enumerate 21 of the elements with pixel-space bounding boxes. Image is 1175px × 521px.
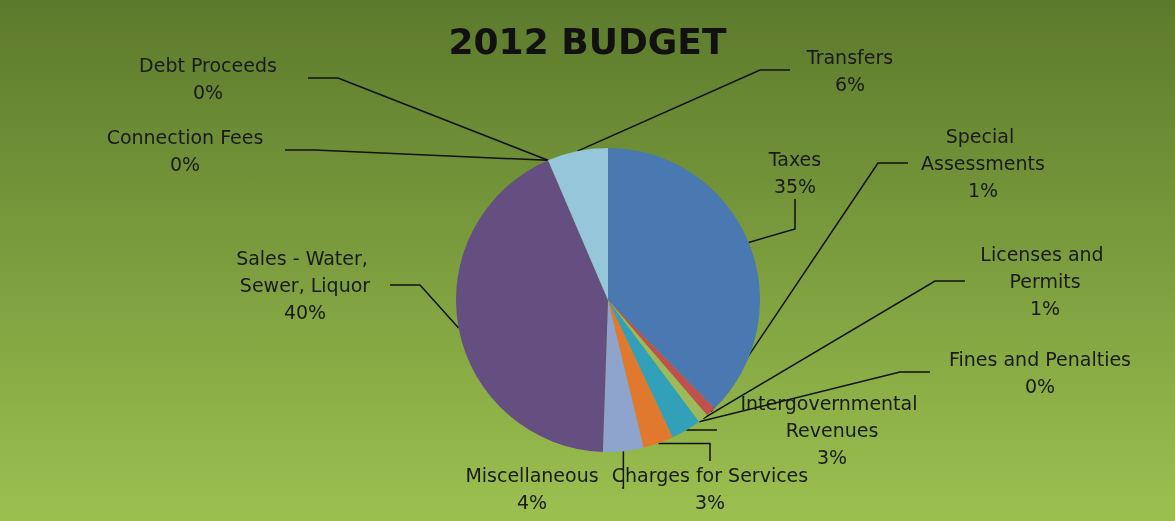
chart-title: 2012 BUDGET <box>448 20 727 62</box>
slice-label: Licenses and Permits <box>980 243 1110 292</box>
data-label: 35% <box>773 174 817 197</box>
category-label: Connection Fees <box>106 125 264 148</box>
slice-label: Taxes <box>767 147 822 170</box>
data-label: 6% <box>834 72 866 95</box>
slice-label: Miscellaneous <box>465 463 599 486</box>
category-label: Debt Proceeds <box>139 53 277 76</box>
data-label: 1% <box>1029 297 1061 319</box>
slice-label: Special Assessments <box>921 125 1045 174</box>
slice-label: Transfers <box>805 45 894 68</box>
text: 0% <box>1024 374 1056 397</box>
slice-label: Sales - Water, Sewer, Liquor <box>236 247 374 296</box>
data-label: 1% <box>967 179 999 201</box>
category-label: Fines and Penalties <box>948 347 1132 370</box>
text: 0% <box>192 80 224 103</box>
data-label: 40% <box>283 301 327 323</box>
data-label: 3% <box>694 490 726 513</box>
data-label: 3% <box>816 446 848 468</box>
text: 0% <box>169 152 201 175</box>
data-label: 4% <box>516 490 548 513</box>
